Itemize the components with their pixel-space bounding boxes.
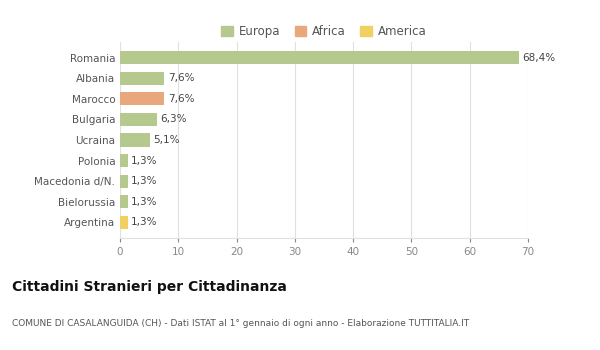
- Text: Cittadini Stranieri per Cittadinanza: Cittadini Stranieri per Cittadinanza: [12, 280, 287, 294]
- Text: 1,3%: 1,3%: [131, 156, 158, 166]
- Text: 5,1%: 5,1%: [153, 135, 180, 145]
- Bar: [120, 71, 164, 85]
- Bar: [120, 51, 518, 64]
- Bar: [120, 133, 150, 147]
- Bar: [120, 92, 164, 105]
- Bar: [120, 216, 128, 229]
- Text: 1,3%: 1,3%: [131, 217, 158, 228]
- Text: 1,3%: 1,3%: [131, 176, 158, 186]
- Bar: [120, 175, 128, 188]
- Bar: [120, 195, 128, 209]
- Text: COMUNE DI CASALANGUIDA (CH) - Dati ISTAT al 1° gennaio di ogni anno - Elaborazio: COMUNE DI CASALANGUIDA (CH) - Dati ISTAT…: [12, 318, 469, 328]
- Bar: [120, 154, 128, 167]
- Text: 1,3%: 1,3%: [131, 197, 158, 207]
- Legend: Europa, Africa, America: Europa, Africa, America: [219, 22, 429, 40]
- Text: 68,4%: 68,4%: [522, 52, 555, 63]
- Bar: [120, 113, 157, 126]
- Text: 7,6%: 7,6%: [168, 94, 194, 104]
- Text: 6,3%: 6,3%: [160, 114, 187, 124]
- Text: 7,6%: 7,6%: [168, 73, 194, 83]
